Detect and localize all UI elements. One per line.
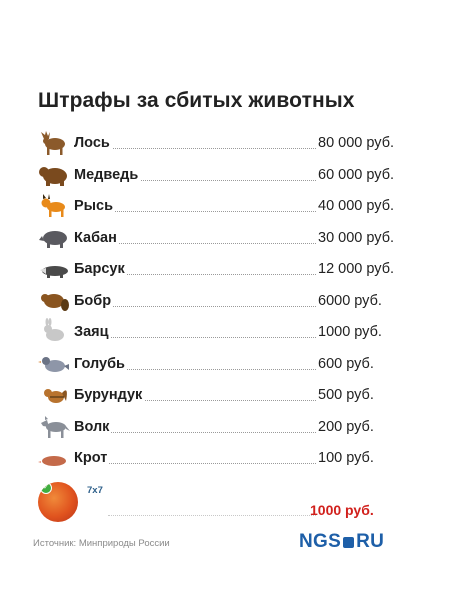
- fine-row: Барсук 12 000 руб.: [38, 253, 398, 285]
- dotted-leader: [74, 179, 316, 181]
- brand-logo-left: NGS: [299, 531, 342, 552]
- animal-name: Бобр: [74, 292, 114, 309]
- brand-logo[interactable]: NGS RU: [299, 531, 384, 553]
- dotted-leader: [74, 242, 316, 244]
- dotted-leader: [74, 368, 316, 370]
- animal-name: Барсук: [74, 261, 127, 277]
- wolf-icon: [38, 413, 70, 439]
- fine-amount: 80 000 руб.: [318, 135, 395, 151]
- animal-name: Лось: [74, 135, 112, 151]
- pigeon-icon: [38, 350, 70, 376]
- brand-logo-right: RU: [356, 531, 385, 552]
- dotted-leader: [74, 463, 316, 464]
- fine-amount: 200 руб.: [318, 418, 374, 435]
- animal-name: Бурундук: [74, 387, 145, 403]
- chipmunk-icon: [38, 381, 70, 407]
- shield-icon: ✓: [40, 482, 52, 494]
- dotted-leader: [74, 148, 316, 149]
- dotted-leader: [74, 431, 316, 433]
- fine-row: Бурундук 500 руб.: [38, 379, 398, 411]
- page-title: Штрафы за сбитых животных: [38, 89, 355, 112]
- mole-icon: [38, 444, 70, 470]
- fine-amount: 1000 руб.: [318, 324, 382, 340]
- dotted-leader: [74, 211, 316, 212]
- lynx-icon: [38, 192, 70, 218]
- fine-row: Кабан 30 000 руб.: [38, 222, 398, 254]
- animal-name: Медведь: [74, 166, 141, 183]
- fine-amount: 500 руб.: [318, 387, 374, 403]
- fine-amount: 40 000 руб.: [318, 198, 395, 214]
- dotted-leader: [74, 274, 316, 275]
- brand-separator-icon: [343, 536, 355, 548]
- animal-name: Волк: [74, 418, 112, 435]
- fine-amount: 30 000 руб.: [318, 229, 395, 246]
- dotted-leader: [108, 515, 316, 516]
- badger-icon: [38, 255, 70, 281]
- fine-row: Лось 80 000 руб.: [38, 127, 398, 159]
- fine-row: Голубь 600 руб.: [38, 348, 398, 380]
- fine-row: Крот 100 руб.: [38, 442, 398, 474]
- dotted-leader: [74, 305, 316, 307]
- fines-list: Лось 80 000 руб. Медведь 60 000 руб. Рысь 40 …: [38, 127, 398, 474]
- dotted-leader: [74, 337, 316, 338]
- fine-row: Медведь 60 000 руб.: [38, 159, 398, 191]
- bear-icon: [38, 161, 70, 187]
- animal-name: Крот: [74, 450, 110, 466]
- hare-icon: [38, 318, 70, 344]
- fine-row: Рысь 40 000 руб.: [38, 190, 398, 222]
- ad-price: 1000 руб.: [310, 502, 374, 518]
- moose-icon: [38, 129, 70, 155]
- fine-amount: 12 000 руб.: [318, 261, 395, 277]
- beaver-icon: [38, 287, 70, 313]
- animal-name: Заяц: [74, 324, 111, 340]
- fine-amount: 60 000 руб.: [318, 166, 395, 183]
- fine-amount: 6000 руб.: [318, 292, 382, 309]
- dotted-leader: [74, 400, 316, 401]
- animal-name: Голубь: [74, 355, 127, 372]
- boar-icon: [38, 224, 70, 250]
- fine-row: Бобр 6000 руб.: [38, 285, 398, 317]
- ad-logo[interactable]: ✓: [38, 482, 78, 522]
- fine-row: Заяц 1000 руб.: [38, 316, 398, 348]
- animal-name: Рысь: [74, 198, 116, 214]
- fine-amount: 600 руб.: [318, 355, 374, 372]
- ad-row[interactable]: ✓ 7x7 1000 руб.: [38, 482, 398, 526]
- ad-tag[interactable]: 7x7: [87, 485, 103, 496]
- fine-row: Волк 200 руб.: [38, 411, 398, 443]
- source-note: Источник: Минприроды России: [33, 538, 170, 549]
- fine-amount: 100 руб.: [318, 450, 374, 466]
- animal-name: Кабан: [74, 229, 119, 246]
